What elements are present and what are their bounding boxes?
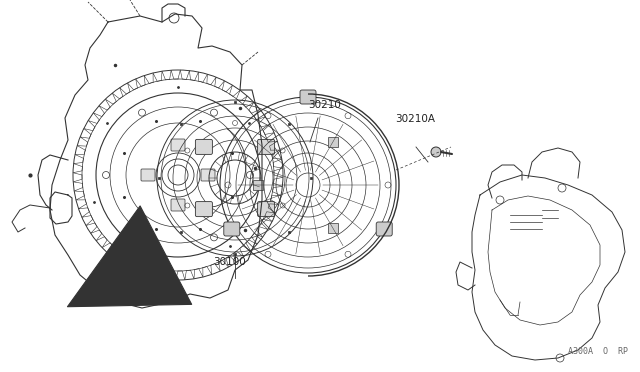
- FancyBboxPatch shape: [195, 140, 212, 154]
- FancyBboxPatch shape: [376, 222, 392, 236]
- Text: 30210A: 30210A: [395, 114, 435, 124]
- FancyBboxPatch shape: [258, 202, 275, 217]
- FancyBboxPatch shape: [224, 222, 240, 236]
- Circle shape: [431, 147, 441, 157]
- Bar: [328, 137, 338, 147]
- Text: 30100: 30100: [213, 257, 246, 267]
- Text: 30210: 30210: [308, 100, 341, 110]
- Text: A300A  O  RP: A300A O RP: [568, 347, 628, 356]
- Text: FRONT: FRONT: [95, 273, 129, 297]
- FancyBboxPatch shape: [201, 169, 215, 181]
- FancyBboxPatch shape: [258, 140, 275, 154]
- FancyBboxPatch shape: [171, 199, 185, 211]
- FancyBboxPatch shape: [141, 169, 155, 181]
- FancyBboxPatch shape: [195, 202, 212, 217]
- Bar: [328, 223, 338, 233]
- FancyBboxPatch shape: [171, 139, 185, 151]
- FancyBboxPatch shape: [300, 90, 316, 104]
- Bar: [253, 180, 263, 190]
